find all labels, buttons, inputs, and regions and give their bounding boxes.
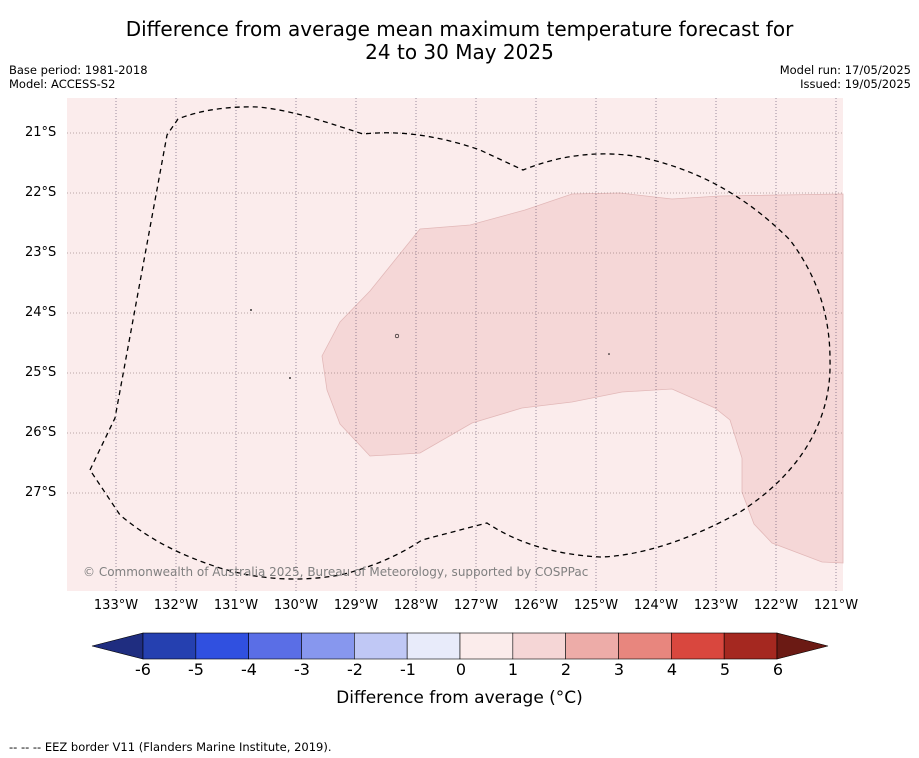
colorbar-tick-label: 6 (772, 660, 784, 679)
lat-label: 25°S (25, 365, 57, 380)
metadata-right: Model run: 17/05/2025 Issued: 19/05/2025 (780, 63, 911, 91)
island-marker (289, 377, 291, 379)
colorbar-segment (195, 632, 249, 660)
colorbar-segment (618, 632, 672, 660)
lat-label: 26°S (25, 425, 57, 440)
lon-label: 131°W (213, 598, 259, 613)
lat-label: 23°S (25, 245, 57, 260)
colorbar-tick-label: 2 (560, 660, 572, 679)
colorbar-segment (565, 632, 619, 660)
colorbar-segment (671, 632, 725, 660)
title-line-2: 24 to 30 May 2025 (365, 40, 554, 64)
colorbar-segment (723, 632, 778, 660)
lon-label: 122°W (753, 598, 799, 613)
colorbar-tick-label: 3 (613, 660, 625, 679)
base-period: Base period: 1981-2018 (9, 63, 148, 77)
lat-label: 21°S (25, 125, 57, 140)
colorbar-tick-label: -5 (188, 660, 204, 679)
lon-label: 123°W (693, 598, 739, 613)
colorbar-tick-label: 4 (666, 660, 678, 679)
colorbar-tick-label: 0 (455, 660, 467, 679)
lat-label: 22°S (25, 185, 57, 200)
colorbar-segment (142, 632, 197, 660)
lat-label: 24°S (25, 305, 57, 320)
colorbar-segment (459, 632, 514, 660)
lon-label: 133°W (93, 598, 139, 613)
colorbar-tick-label: -6 (135, 660, 151, 679)
metadata-left: Base period: 1981-2018 Model: ACCESS-S2 (9, 63, 148, 91)
colorbar-tick-label: -4 (241, 660, 257, 679)
model-name: Model: ACCESS-S2 (9, 77, 116, 91)
colorbar-extend-low (91, 632, 144, 660)
lat-gridlines (67, 132, 843, 494)
lat-label: 27°S (25, 485, 57, 500)
lon-label: 129°W (333, 598, 379, 613)
lon-label: 125°W (573, 598, 619, 613)
lon-label: 121°W (813, 598, 859, 613)
eez-border (89, 106, 831, 580)
island-marker (250, 309, 252, 311)
island-marker (394, 333, 400, 339)
eez-legend-note: -- -- -- EEZ border V11 (Flanders Marine… (9, 740, 332, 754)
lon-label: 124°W (633, 598, 679, 613)
island-marker (608, 353, 610, 355)
colorbar-tick-label: -3 (294, 660, 310, 679)
lon-gridlines (115, 98, 837, 591)
copyright-notice: © Commonwealth of Australia 2025, Bureau… (83, 565, 589, 579)
issued-date: Issued: 19/05/2025 (800, 77, 911, 91)
lon-label: 127°W (453, 598, 499, 613)
colorbar-segment (301, 632, 355, 660)
title-line-1: Difference from average mean maximum tem… (125, 17, 794, 41)
colorbar-tick-label: 5 (719, 660, 731, 679)
colorbar-extend-high (776, 632, 829, 660)
colorbar-segment (354, 632, 408, 660)
colorbar-segment (406, 632, 461, 660)
colorbar-segment (512, 632, 566, 660)
model-run: Model run: 17/05/2025 (779, 63, 911, 77)
colorbar-segments (91, 632, 829, 660)
lon-label: 130°W (273, 598, 319, 613)
lon-label: 132°W (153, 598, 199, 613)
map-title: Difference from average mean maximum tem… (0, 18, 919, 64)
lon-label: 126°W (513, 598, 559, 613)
colorbar-segment (248, 632, 302, 660)
colorbar-tick-label: -1 (400, 660, 416, 679)
colorbar-label: Difference from average (°C) (336, 688, 583, 708)
lon-label: 128°W (393, 598, 439, 613)
colorbar-tick-label: 1 (507, 660, 519, 679)
colorbar-tick-label: -2 (347, 660, 363, 679)
